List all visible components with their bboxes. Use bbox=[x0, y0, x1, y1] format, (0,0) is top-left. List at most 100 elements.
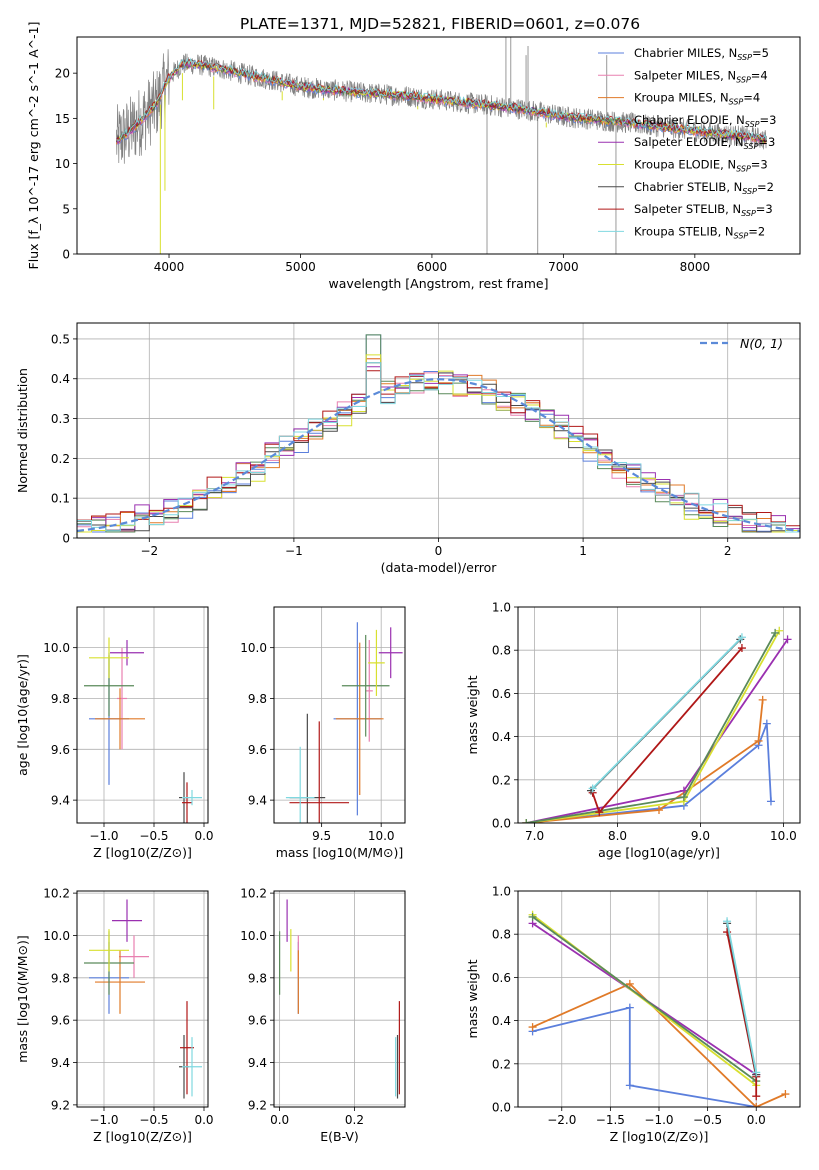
series-line bbox=[532, 982, 786, 1107]
spectrum-ticks: 4000 5000 6000 7000 8000 0 5 10 15 20 bbox=[55, 67, 710, 274]
point-marker bbox=[766, 797, 775, 806]
errorbar-salpeter-elodie bbox=[110, 640, 144, 666]
point-marker bbox=[771, 628, 780, 637]
mass-vs-z-frame bbox=[76, 890, 209, 1108]
y-tick-label: 0 bbox=[62, 248, 70, 262]
point-marker bbox=[752, 1092, 761, 1101]
x-tick-label: −1.0 bbox=[89, 1113, 118, 1127]
x-tick-label: 9.5 bbox=[312, 829, 331, 843]
errorbar-kroupa-miles bbox=[95, 950, 145, 1014]
age-vs-mass-plot-area bbox=[285, 622, 403, 823]
legend-entry: Chabrier STELIB, NSSP=2 bbox=[634, 180, 774, 196]
model-spectrum bbox=[115, 59, 767, 143]
legend-entry: Kroupa STELIB, NSSP=2 bbox=[634, 224, 765, 240]
point-marker bbox=[522, 819, 531, 823]
line-kroupa-miles bbox=[528, 979, 790, 1107]
line-salpeter-elodie bbox=[522, 635, 792, 823]
x-tick-label: 2 bbox=[724, 544, 732, 558]
y-axis-label: age [log10(age/yr)] bbox=[15, 654, 30, 776]
x-tick-label: −1.0 bbox=[89, 829, 118, 843]
mass-vs-z-plot-area bbox=[84, 899, 202, 1099]
point-marker bbox=[752, 1103, 761, 1107]
series-line bbox=[591, 636, 743, 790]
y-tick-label: 0.3 bbox=[51, 412, 70, 426]
errorbar-kroupa-stelib bbox=[285, 746, 315, 823]
x-axis-label: Z [log10(Z/Z⊙)] bbox=[610, 1129, 709, 1144]
x-tick-label: 1 bbox=[579, 544, 587, 558]
series-line bbox=[526, 638, 789, 823]
x-axis-label: E(B-V) bbox=[320, 1129, 359, 1144]
y-axis-label: mass weight bbox=[465, 675, 480, 754]
mass-weight-vs-z-plot-area bbox=[528, 910, 790, 1107]
spectrum-panel: 4000 5000 6000 7000 8000 0 5 10 15 20 wavelength [… bbox=[26, 22, 801, 291]
x-tick-label: 0 bbox=[435, 544, 443, 558]
residuals-frame bbox=[76, 322, 801, 539]
age-vs-mass-frame bbox=[273, 606, 406, 824]
x-tick-label: 0.0 bbox=[747, 1113, 766, 1127]
errorbar-kroupa-elodie bbox=[89, 637, 129, 679]
y-tick-label: 5 bbox=[62, 202, 70, 216]
point-marker bbox=[625, 1003, 634, 1012]
errorbar-salpeter-stelib bbox=[182, 782, 192, 823]
y-tick-label: 9.2 bbox=[248, 1098, 267, 1112]
mass-vs-z-panel: −1.0 −0.5 0.0 9.2 9.4 9.6 9.8 10.0 10.2 Z [log10(… bbox=[15, 887, 214, 1144]
y-tick-label: 1.0 bbox=[492, 601, 511, 615]
y-tick-label: 9.8 bbox=[248, 971, 267, 985]
point-marker bbox=[528, 1023, 537, 1032]
x-axis-label: mass [log10(M/M⊙)] bbox=[276, 845, 404, 860]
y-tick-label: 0.2 bbox=[492, 1057, 511, 1071]
x-tick-label: −1 bbox=[285, 544, 303, 558]
y-tick-label: 0.8 bbox=[492, 644, 511, 658]
legend-entry: Salpeter MILES, NSSP=4 bbox=[634, 68, 768, 84]
y-tick-label: 9.8 bbox=[51, 971, 70, 985]
errorbar-kroupa-stelib bbox=[182, 789, 202, 806]
errorbar-salpeter-elodie bbox=[112, 899, 142, 942]
x-axis-label: wavelength [Angstrom, rest frame] bbox=[328, 276, 548, 291]
age-vs-z-panel: −1.0 −0.5 0.0 9.4 9.6 9.8 10.0 Z [log10(Z/Z⊙)] a… bbox=[15, 606, 214, 860]
x-tick-label: 0.2 bbox=[345, 1113, 364, 1127]
y-axis-label: Flux [f_λ 10^-17 erg cm^-2 s^-1 A^-1] bbox=[26, 22, 41, 270]
errorbar-salpeter-elodie bbox=[378, 627, 403, 679]
point-marker bbox=[588, 784, 597, 793]
y-tick-label: 9.4 bbox=[248, 1056, 267, 1070]
point-marker bbox=[783, 635, 792, 644]
x-tick-label: 7.0 bbox=[525, 829, 544, 843]
x-tick-label: −0.5 bbox=[693, 1113, 722, 1127]
point-marker bbox=[595, 808, 604, 817]
series-line bbox=[532, 916, 757, 1082]
x-tick-label: 0.0 bbox=[194, 1113, 213, 1127]
x-tick-label: 0.0 bbox=[270, 1113, 289, 1127]
mass-vs-ebv-frame bbox=[273, 890, 406, 1108]
mass-vs-z-ticks: −1.0 −0.5 0.0 9.2 9.4 9.6 9.8 10.0 10.2 bbox=[43, 887, 213, 1127]
line-chabrier-elodie bbox=[528, 912, 761, 1086]
y-tick-label: 10.2 bbox=[240, 887, 267, 901]
x-tick-label: 0.0 bbox=[194, 829, 213, 843]
x-tick-label: 7000 bbox=[548, 260, 579, 274]
series-line bbox=[526, 723, 772, 823]
residuals-legend: N(0, 1) bbox=[700, 336, 783, 351]
mass-weight-vs-age-panel: 7.0 8.0 9.0 10.0 0.0 0.2 0.4 0.6 0.8 1.0 age [log1… bbox=[465, 601, 801, 860]
y-tick-label: 9.6 bbox=[248, 743, 267, 757]
residuals-ticks: −2 −1 0 1 2 0 0.1 0.2 0.3 0.4 0.5 bbox=[51, 323, 800, 558]
y-tick-label: 9.8 bbox=[248, 692, 267, 706]
point-marker bbox=[679, 793, 688, 802]
legend-entry: Salpeter ELODIE, NSSP=3 bbox=[634, 135, 775, 151]
errorbar-salpeter-miles bbox=[119, 935, 149, 978]
point-marker bbox=[528, 912, 537, 921]
y-tick-label: 0.2 bbox=[51, 452, 70, 466]
errorbar-kroupa-elodie bbox=[89, 929, 129, 972]
y-tick-label: 9.4 bbox=[51, 794, 70, 808]
x-tick-label: 5000 bbox=[285, 260, 316, 274]
errorbar-salpeter-miles bbox=[117, 647, 127, 750]
age-vs-mass-panel: 9.5 10.0 9.4 9.6 9.8 10.0 mass [log10(M/M⊙)] bbox=[240, 606, 406, 860]
mass-weight-vs-z-panel: −2.0 −1.5 −1.0 −0.5 0.0 0.0 0.2 0.4 0.6 0.8 1.0 Z [… bbox=[465, 885, 801, 1144]
y-tick-label: 0.0 bbox=[492, 1101, 511, 1115]
x-tick-label: −0.5 bbox=[139, 829, 168, 843]
point-marker bbox=[781, 1090, 790, 1099]
x-tick-label: 10.0 bbox=[770, 829, 797, 843]
age-vs-z-frame bbox=[76, 606, 209, 824]
y-axis-label: Normed distribution bbox=[15, 368, 30, 493]
errorbar-kroupa-miles bbox=[95, 688, 145, 750]
y-tick-label: 0.6 bbox=[492, 971, 511, 985]
legend-entry: Kroupa ELODIE, NSSP=3 bbox=[634, 158, 768, 174]
